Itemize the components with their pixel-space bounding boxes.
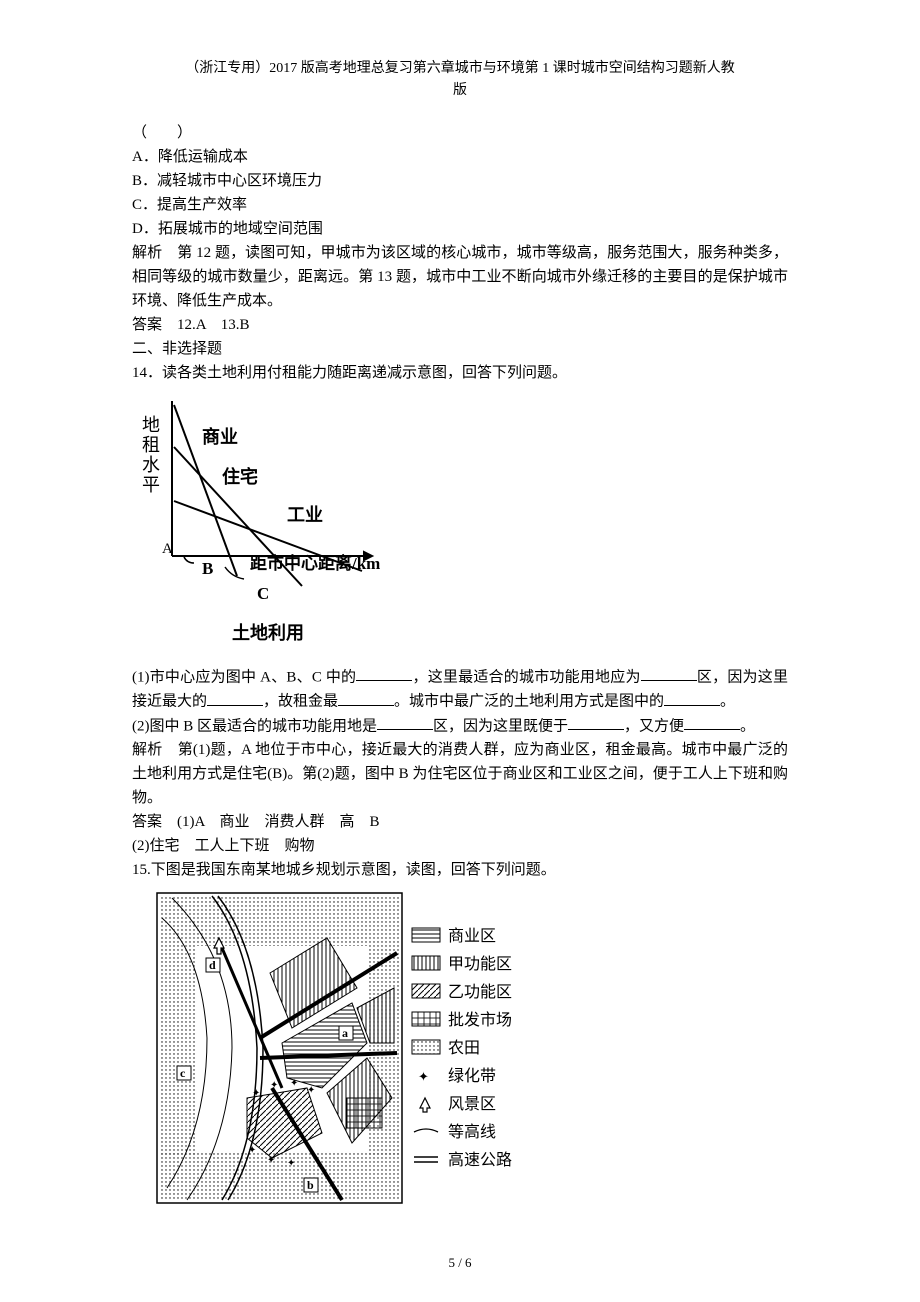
y-axis-char2: 租 <box>142 435 160 455</box>
bottom-label: 土地利用 <box>232 622 304 643</box>
option-a: A．降低运输成本 <box>132 145 788 169</box>
svg-text:✦: ✦ <box>307 1085 315 1096</box>
svg-text:✦: ✦ <box>270 1080 278 1091</box>
svg-text:✦: ✦ <box>248 1145 256 1156</box>
q14-stem: 14．读各类土地利用付租能力随距离递减示意图，回答下列问题。 <box>132 361 788 385</box>
blank <box>641 665 697 682</box>
legend-8: 高速公路 <box>448 1151 512 1169</box>
q14-answer2: (2)住宅 工人上下班 购物 <box>132 834 788 858</box>
blank <box>207 689 263 706</box>
legend-5: 绿化带 <box>448 1067 496 1085</box>
page-content: （ ） A．降低运输成本 B．减轻城市中心区环境压力 C．提高生产效率 D．拓展… <box>132 121 788 1217</box>
map-label-d: d <box>209 958 216 972</box>
line-industrial-label: 工业 <box>287 505 323 525</box>
q14-answer1: 答案 (1)A 商业 消费人群 高 B <box>132 810 788 834</box>
answer-12-13: 答案 12.A 13.B <box>132 313 788 337</box>
land-rent-chart: 地 租 水 平 商业 住宅 工业 A B C 距市中心距离/km 土地利用 <box>132 391 412 651</box>
legend-1: 甲功能区 <box>448 955 512 973</box>
legend-6: 风景区 <box>448 1096 496 1113</box>
svg-text:✦: ✦ <box>252 1088 260 1099</box>
line-residential-label: 住宅 <box>222 466 258 487</box>
point-b: B <box>202 559 213 578</box>
option-c: C．提高生产效率 <box>132 193 788 217</box>
map-label-a: a <box>342 1026 348 1040</box>
legend-7: 等高线 <box>448 1123 496 1141</box>
q14-analysis: 解析 第(1)题，A 地位于市中心，接近最大的消费人群，应为商业区，租金最高。城… <box>132 738 788 810</box>
point-a: A <box>162 541 173 557</box>
line-commercial-label: 商业 <box>202 426 238 447</box>
blank <box>356 665 412 682</box>
svg-text:✦: ✦ <box>418 1069 429 1084</box>
legend-0: 商业区 <box>448 927 496 945</box>
x-axis-label: 距市中心距离/km <box>250 553 380 573</box>
q14-diagram: 地 租 水 平 商业 住宅 工业 A B C 距市中心距离/km 土地利用 <box>132 391 788 659</box>
y-axis-char3: 水 <box>142 455 160 475</box>
header-line2: 版 <box>453 83 467 98</box>
option-brackets: （ ） <box>132 121 788 145</box>
q15-diagram: ✦ ✦ ✦ ✦ ✦ ✦ ✦ a b c d 商业区 甲功能区 乙功能区 <box>152 888 788 1216</box>
page-number: 5 / 6 <box>448 1255 471 1270</box>
svg-text:✦: ✦ <box>287 1158 295 1169</box>
legend-2: 乙功能区 <box>448 983 512 1001</box>
map-label-b: b <box>307 1178 314 1192</box>
q14-sub2: (2)图中 B 区最适合的城市功能用地是区，因为这里既便于，又方便。 <box>132 714 788 739</box>
blank <box>664 689 720 706</box>
legend-4: 农田 <box>448 1039 480 1057</box>
analysis-12-13: 解析 第 12 题，读图可知，甲城市为该区域的核心城市，城市等级高，服务范围大，… <box>132 241 788 313</box>
q14-sub1: (1)市中心应为图中 A、B、C 中的，这里最适合的城市功能用地应为区，因为这里… <box>132 665 788 714</box>
page-footer: 5 / 6 <box>0 1253 920 1274</box>
blank <box>568 714 624 731</box>
section-2-heading: 二、非选择题 <box>132 337 788 361</box>
svg-text:✦: ✦ <box>267 1155 275 1166</box>
header-line1: （浙江专用）2017 版高考地理总复习第六章城市与环境第 1 课时城市空间结构习… <box>185 61 735 76</box>
blank <box>377 714 433 731</box>
q15-stem: 15.下图是我国东南某地城乡规划示意图，读图，回答下列问题。 <box>132 858 788 882</box>
urban-plan-map: ✦ ✦ ✦ ✦ ✦ ✦ ✦ a b c d 商业区 甲功能区 乙功能区 <box>152 888 552 1208</box>
point-c: C <box>257 584 269 603</box>
svg-text:✦: ✦ <box>290 1078 298 1089</box>
page-header: （浙江专用）2017 版高考地理总复习第六章城市与环境第 1 课时城市空间结构习… <box>132 58 788 103</box>
option-d: D．拓展城市的地域空间范围 <box>132 217 788 241</box>
map-label-c: c <box>180 1066 186 1080</box>
y-axis-char4: 平 <box>142 475 160 495</box>
blank <box>684 714 740 731</box>
option-b: B．减轻城市中心区环境压力 <box>132 169 788 193</box>
blank <box>338 689 394 706</box>
y-axis-char1: 地 <box>142 415 160 435</box>
legend-3: 批发市场 <box>448 1011 512 1029</box>
